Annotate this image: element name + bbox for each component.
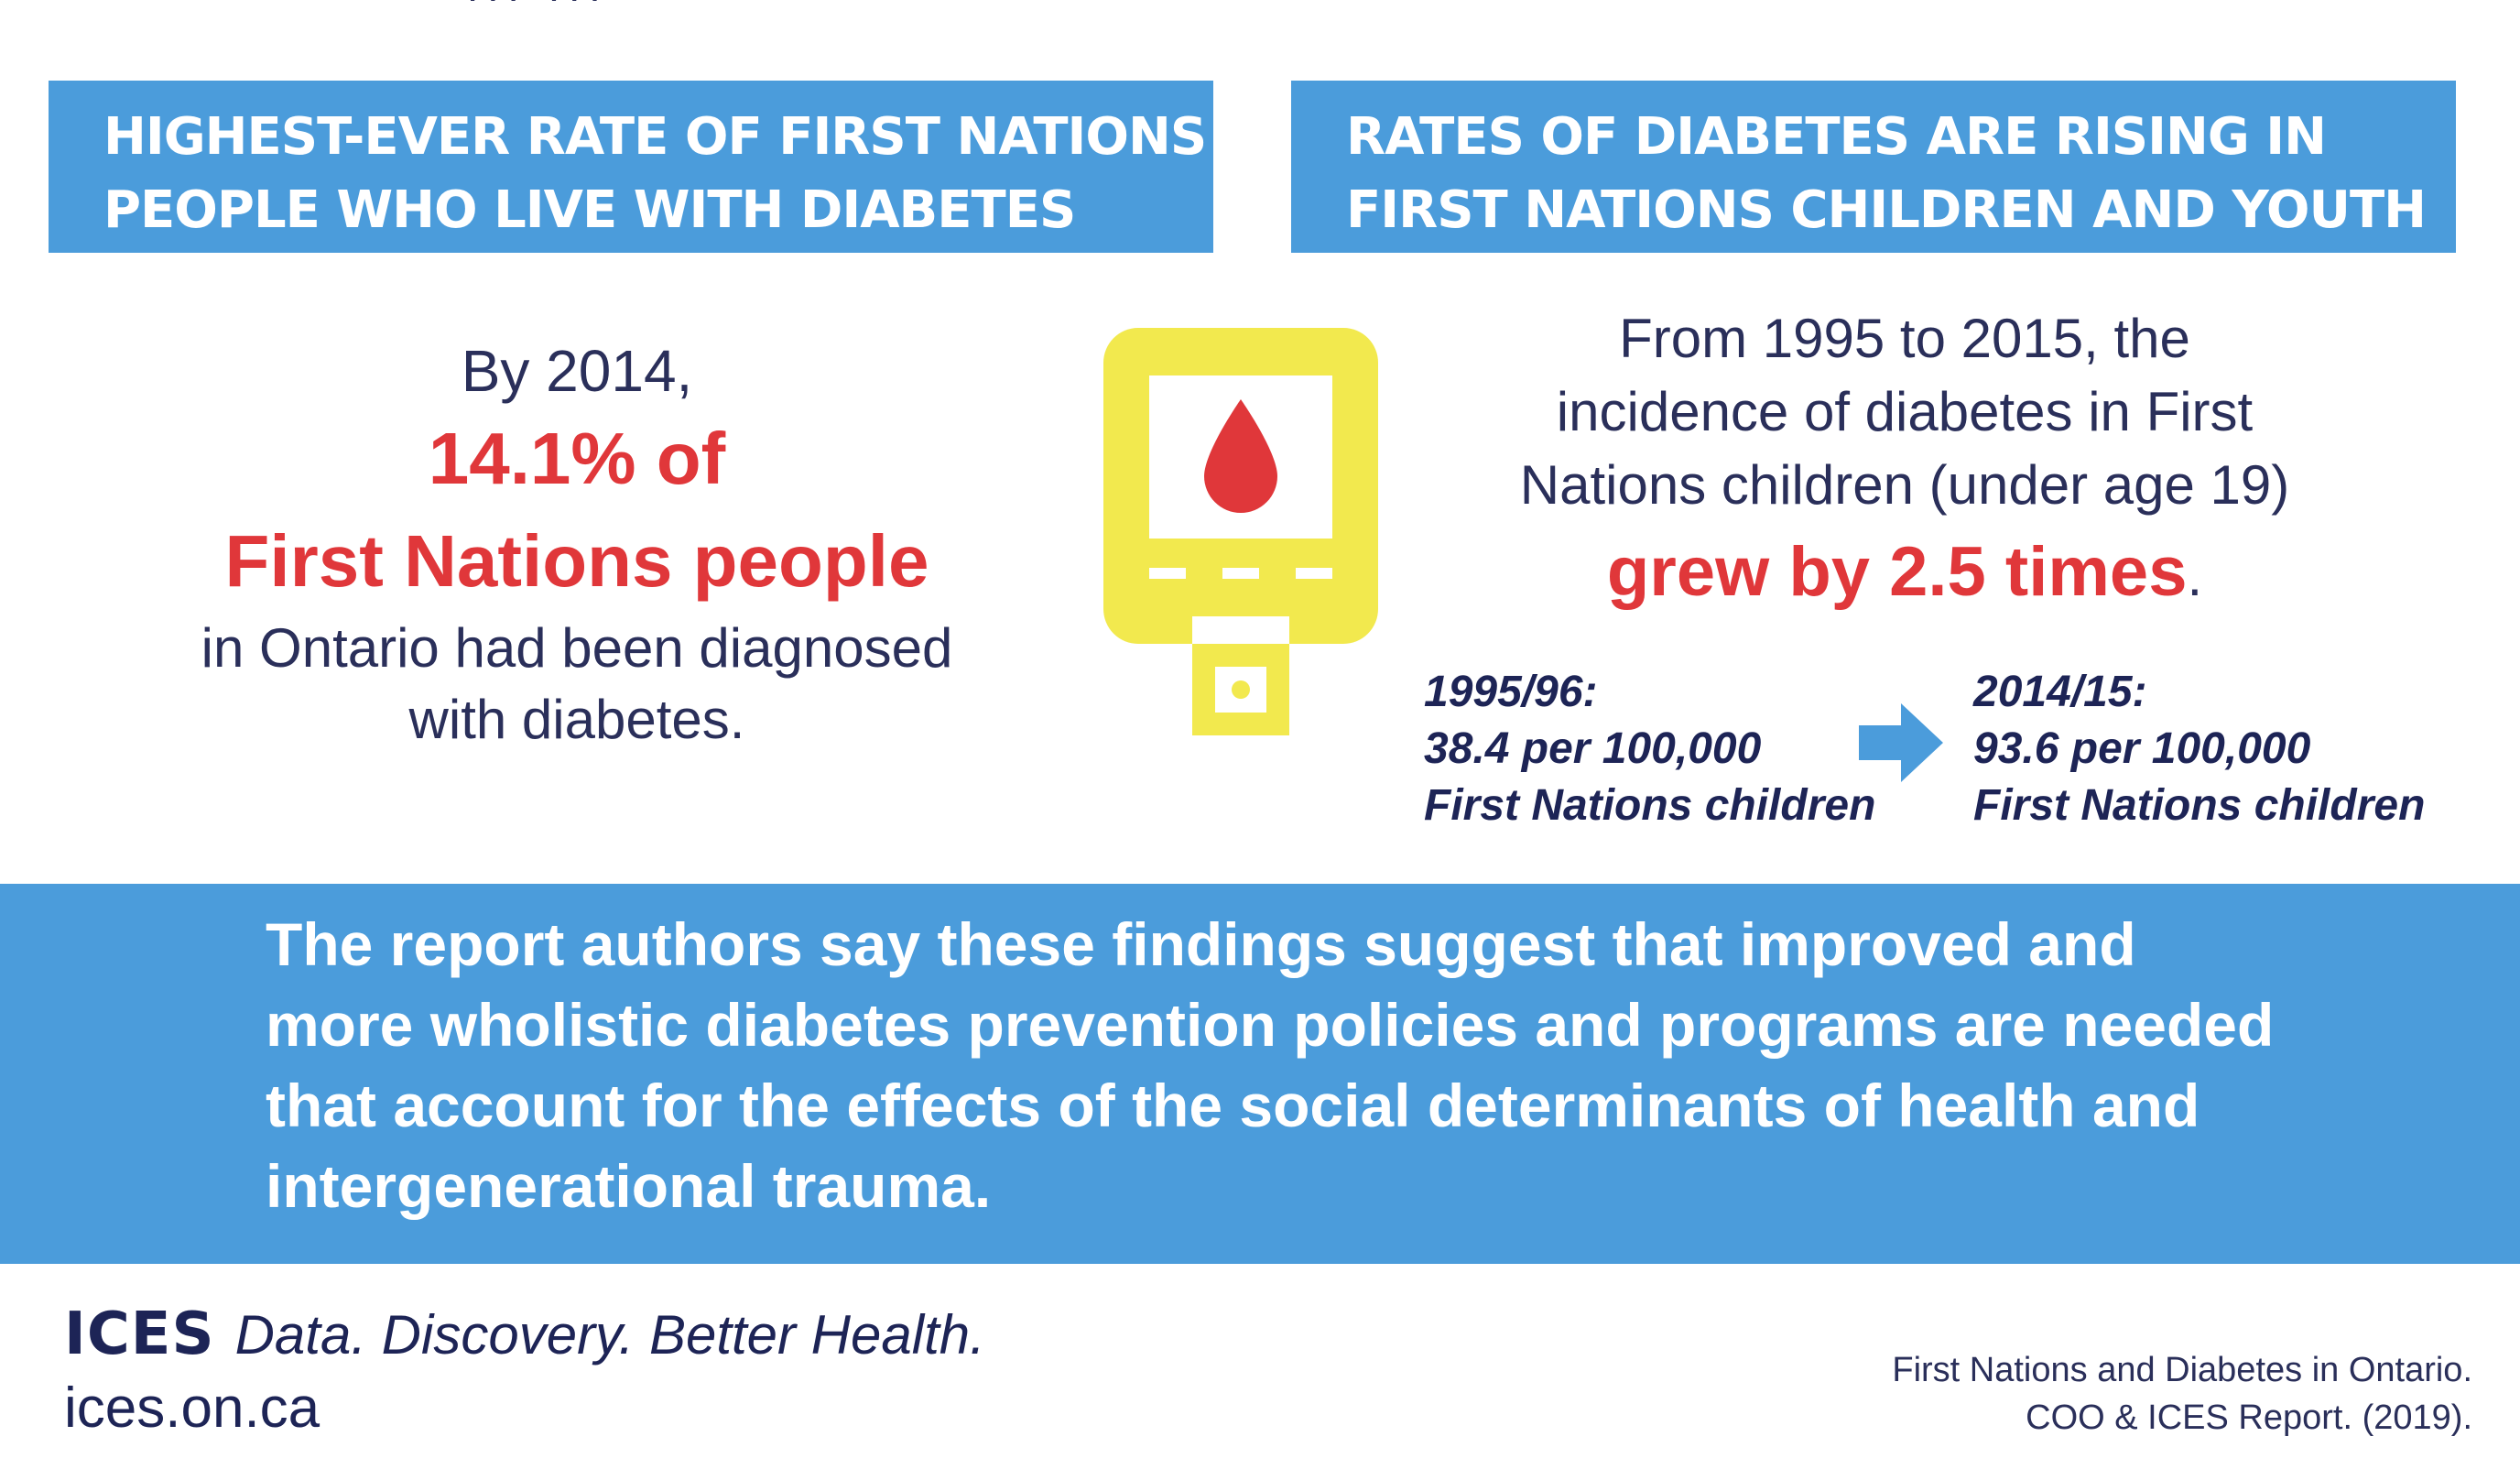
- incidence-line-1: From 1995 to 2015, the: [1619, 308, 2190, 369]
- prevalence-statistic: By 2014, 14.1% of First Nations people i…: [119, 334, 1035, 756]
- rate-1995: 1995/96: 38.4 per 100,000 First Nations …: [1424, 664, 1875, 834]
- ices-tagline: Data. Discovery. Better Health.: [234, 1304, 985, 1366]
- rate-1995-period: 1995/96:: [1424, 668, 1598, 716]
- right-header-line-1: RATES OF DIABETES ARE RISING IN: [1346, 107, 2327, 167]
- incidence-period: .: [2187, 546, 2203, 607]
- findings-text: The report authors say these findings su…: [266, 904, 2372, 1226]
- top-cropped-text: ... ...: [467, 0, 742, 2]
- findings-line-1: The report authors say these findings su…: [266, 910, 2136, 978]
- ices-url[interactable]: ices.on.ca: [64, 1377, 320, 1440]
- report-citation: First Nations and Diabetes in Ontario. C…: [1892, 1346, 2472, 1442]
- right-section-header: RATES OF DIABETES ARE RISING IN FIRST NA…: [1291, 81, 2456, 253]
- rate-2014-value: 93.6 per 100,000: [1973, 724, 2311, 773]
- findings-banner: The report authors say these findings su…: [0, 884, 2520, 1264]
- rate-1995-group: First Nations children: [1424, 781, 1876, 830]
- rate-2014-period: 2014/15:: [1973, 668, 2147, 716]
- ices-logo: ICES: [64, 1300, 215, 1368]
- prevalence-population: First Nations people: [224, 520, 929, 602]
- ices-brand: ICES Data. Discovery. Better Health.: [64, 1300, 985, 1368]
- incidence-growth: grew by 2.5 times: [1606, 533, 2188, 611]
- left-header-line-1: HIGHEST-EVER RATE OF FIRST NATIONS: [103, 107, 1207, 167]
- right-arrow-icon: [1859, 703, 1943, 782]
- citation-line-2: COO & ICES Report. (2019).: [2026, 1398, 2472, 1437]
- left-section-header: HIGHEST-EVER RATE OF FIRST NATIONS PEOPL…: [49, 81, 1213, 253]
- incidence-statistic: From 1995 to 2015, the incidence of diab…: [1447, 302, 2362, 623]
- rate-2014-group: First Nations children: [1973, 781, 2426, 830]
- findings-line-2: more wholistic diabetes prevention polic…: [266, 991, 2275, 1059]
- incidence-line-2: incidence of diabetes in First: [1556, 381, 2254, 442]
- findings-line-3: that account for the effects of the soci…: [266, 1072, 2200, 1139]
- incidence-line-3: Nations children (under age 19): [1519, 454, 2290, 516]
- rate-2014: 2014/15: 93.6 per 100,000 First Nations …: [1973, 664, 2425, 834]
- right-header-line-2: FIRST NATIONS CHILDREN AND YOUTH: [1346, 180, 2427, 240]
- rate-1995-value: 38.4 per 100,000: [1424, 724, 1762, 773]
- citation-line-1: First Nations and Diabetes in Ontario.: [1892, 1351, 2472, 1389]
- prevalence-detail-1: in Ontario had been diagnosed: [201, 617, 953, 679]
- blood-glucose-meter-icon: [1103, 328, 1378, 735]
- prevalence-intro: By 2014,: [461, 338, 693, 404]
- left-header-line-2: PEOPLE WHO LIVE WITH DIABETES: [103, 180, 1076, 240]
- findings-line-4: intergenerational trauma.: [266, 1152, 992, 1220]
- prevalence-detail-2: with diabetes.: [408, 689, 745, 750]
- prevalence-percent: 14.1% of: [428, 418, 726, 499]
